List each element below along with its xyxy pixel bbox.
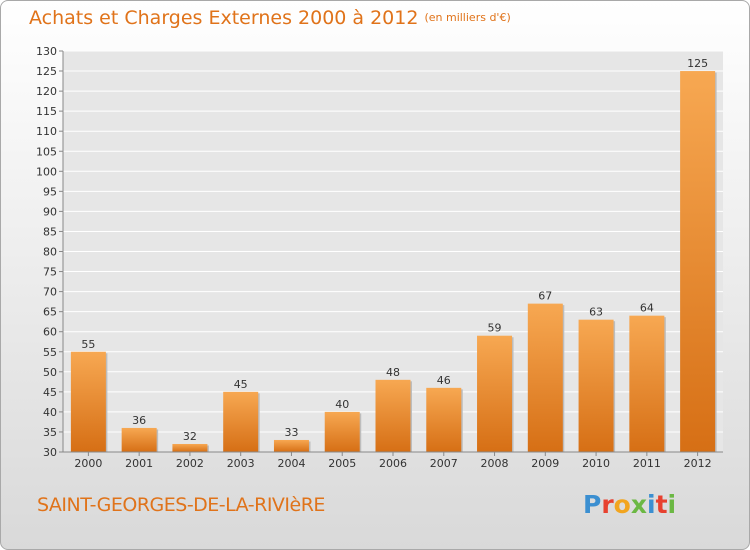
bar	[273, 439, 309, 452]
y-tick-label: 120	[36, 85, 57, 98]
logo-letter: o	[613, 490, 631, 519]
logo-letter: i	[667, 490, 677, 519]
bar	[477, 335, 513, 452]
bar	[629, 315, 665, 452]
y-tick-label: 70	[43, 286, 57, 299]
bar	[70, 351, 106, 452]
proxiti-logo: Proxiti	[583, 490, 676, 519]
x-tick-label: 2012	[684, 457, 712, 470]
bar	[324, 411, 360, 452]
x-tick-label: 2002	[176, 457, 204, 470]
y-tick-label: 115	[36, 105, 57, 118]
bar-value-label: 48	[386, 366, 400, 379]
y-tick-label: 100	[36, 165, 57, 178]
y-tick-label: 105	[36, 145, 57, 158]
bar-value-label: 55	[81, 338, 95, 351]
logo-letter: i	[647, 490, 656, 519]
x-tick-label: 2010	[582, 457, 610, 470]
x-tick-label: 2004	[277, 457, 305, 470]
bar	[527, 303, 563, 452]
y-tick-label: 45	[43, 386, 57, 399]
y-tick-label: 130	[36, 45, 57, 58]
logo-letter: r	[601, 490, 614, 519]
y-tick-label: 110	[36, 125, 57, 138]
y-tick-label: 80	[43, 246, 57, 259]
chart-title-text: Achats et Charges Externes 2000 à 2012	[29, 7, 419, 29]
bar-value-label: 33	[284, 426, 298, 439]
x-tick-label: 2011	[633, 457, 661, 470]
bar	[375, 379, 411, 452]
bar-value-label: 64	[640, 302, 654, 315]
x-tick-label: 2003	[227, 457, 255, 470]
bar	[223, 391, 259, 452]
bar	[680, 71, 716, 453]
y-tick-label: 85	[43, 225, 57, 238]
bar-value-label: 36	[132, 414, 146, 427]
x-axis: 2000 2001 2002 2003 2004 2005 2006 2007 2008 2009…	[63, 451, 723, 470]
y-tick-label: 55	[43, 346, 57, 359]
x-tick-label: 2007	[430, 457, 458, 470]
bar	[578, 319, 614, 452]
bar-value-label: 32	[183, 430, 197, 443]
logo-letter: x	[630, 490, 647, 519]
bar-value-label: 40	[335, 398, 349, 411]
x-tick-label: 2001	[125, 457, 153, 470]
y-tick-label: 75	[43, 266, 57, 279]
x-tick-label: 2000	[74, 457, 102, 470]
x-tick-label: 2008	[481, 457, 509, 470]
bar	[121, 427, 157, 452]
y-tick-label: 35	[43, 426, 57, 439]
bar-value-label: 63	[589, 306, 603, 319]
y-tick-label: 40	[43, 406, 57, 419]
y-tick-label: 65	[43, 306, 57, 319]
x-tick-label: 2006	[379, 457, 407, 470]
y-axis: 30 35 40 45 50 55 60 65 70 75 80 85 90 95 100 105 110 115…	[36, 45, 64, 459]
y-tick-label: 30	[43, 446, 57, 459]
x-tick-label: 2005	[328, 457, 356, 470]
logo-letter: P	[583, 490, 602, 519]
chart-title: Achats et Charges Externes 2000 à 2012 (e…	[29, 7, 511, 29]
bar-value-label: 59	[488, 322, 502, 335]
bar	[172, 443, 208, 452]
y-tick-label: 95	[43, 185, 57, 198]
y-tick-label: 90	[43, 205, 57, 218]
bar-value-label: 67	[538, 290, 552, 303]
bar	[426, 387, 462, 452]
y-tick-label: 60	[43, 326, 57, 339]
y-tick-label: 125	[36, 65, 57, 78]
bar-value-label: 45	[234, 378, 248, 391]
commune-name: SAINT-GEORGES-DE-LA-RIVIèRE	[37, 494, 325, 516]
y-tick-label: 50	[43, 366, 57, 379]
bar-value-label: 46	[437, 374, 451, 387]
x-tick-label: 2009	[531, 457, 559, 470]
bars: 55 36 32 45 33 40 48 46 59 67 63 64 125	[70, 57, 717, 453]
bar-value-label: 125	[687, 57, 708, 70]
chart-unit: (en milliers d'€)	[424, 11, 511, 24]
logo-letter: t	[655, 490, 668, 519]
